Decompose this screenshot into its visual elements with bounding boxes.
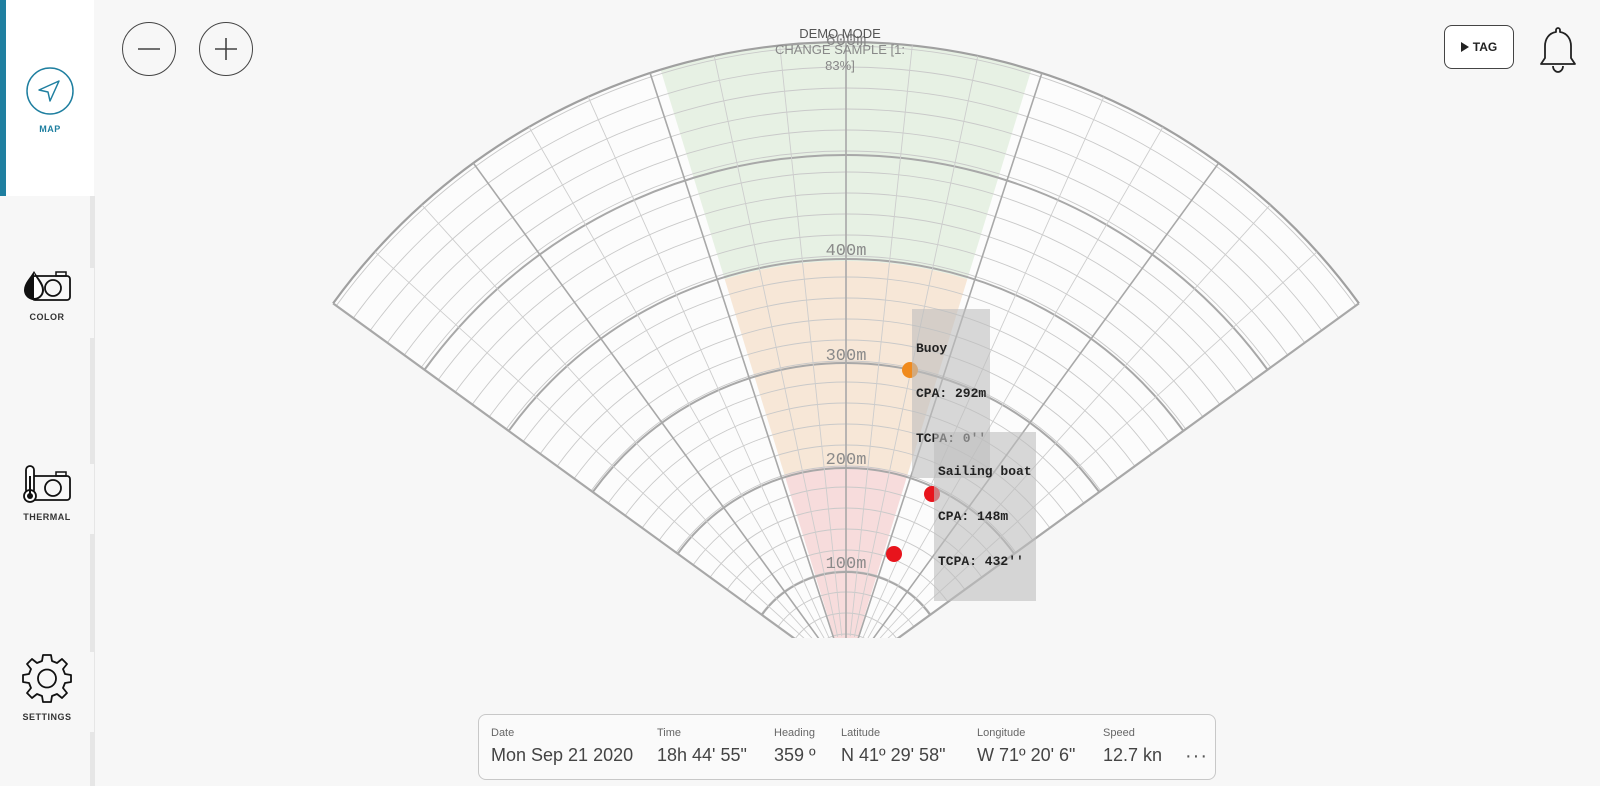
- sidebar-item-settings[interactable]: SETTINGS: [0, 652, 94, 732]
- target-cpa: CPA: 148m: [938, 509, 1009, 524]
- radar-spoke: [867, 126, 1164, 638]
- sidebar: MAP COLOR: [0, 0, 95, 786]
- zoom-in-button[interactable]: [199, 22, 253, 76]
- sidebar-item-color[interactable]: COLOR: [0, 268, 94, 338]
- info-latitude-label: Latitude: [841, 727, 881, 739]
- range-label: 400m: [826, 242, 867, 261]
- info-speed-value: 12.7 kn: [1103, 745, 1163, 765]
- gear-icon: [21, 652, 73, 704]
- target-cpa: CPA: 292m: [916, 386, 987, 401]
- target-label-sailing-boat[interactable]: Sailing boat CPA: 148m TCPA: 432'': [934, 432, 1036, 601]
- sidebar-item-thermal[interactable]: THERMAL: [0, 464, 94, 534]
- info-time-label: Time: [657, 727, 682, 739]
- minus-icon: [138, 48, 160, 50]
- info-latitude-value: N 41º 29' 58": [841, 745, 946, 765]
- tag-button-label: TAG: [1472, 40, 1498, 54]
- target-marker[interactable]: [886, 546, 902, 562]
- demo-mode-indicator[interactable]: DEMO MODE CHANGE SAMPLE [1: 83%]: [760, 26, 920, 74]
- sidebar-item-map[interactable]: MAP: [0, 0, 94, 196]
- demo-mode-title: DEMO MODE: [799, 26, 881, 41]
- info-longitude: Longitude W 71º 20' 6": [977, 727, 1075, 766]
- play-icon: [1460, 42, 1469, 52]
- radar-spoke: [872, 162, 1220, 638]
- zoom-out-button[interactable]: [122, 22, 176, 76]
- tag-button[interactable]: TAG: [1444, 25, 1514, 69]
- radar-spoke: [421, 204, 813, 638]
- sidebar-item-label: COLOR: [29, 312, 65, 322]
- more-options-button[interactable]: ···: [1185, 745, 1208, 767]
- info-date-label: Date: [491, 727, 515, 739]
- color-camera-icon: [20, 268, 74, 304]
- info-heading-value: 359 º: [774, 745, 816, 765]
- range-label: 600m: [826, 32, 867, 51]
- info-latitude: Latitude N 41º 29' 58": [841, 727, 945, 766]
- radar-spoke: [649, 72, 835, 638]
- radar-spoke: [713, 55, 839, 637]
- sidebar-item-label: MAP: [39, 124, 61, 134]
- target-name: Buoy: [916, 341, 948, 356]
- info-heading-label: Heading: [774, 727, 815, 739]
- radar-spoke: [332, 302, 796, 638]
- info-heading: Heading 359 º: [774, 727, 816, 766]
- navigation-arrow-icon: [25, 66, 75, 116]
- radar-spoke: [779, 45, 843, 637]
- info-time: Time 18h 44' 55": [657, 727, 747, 766]
- thermal-camera-icon: [20, 464, 74, 504]
- target-name: Sailing boat: [938, 464, 1032, 479]
- radar-spoke: [472, 162, 820, 638]
- info-speed-label: Speed: [1103, 727, 1135, 739]
- info-date: Date Mon Sep 21 2020: [491, 727, 633, 766]
- radar-spoke: [896, 302, 1360, 638]
- sidebar-item-label: THERMAL: [23, 512, 71, 522]
- info-time-value: 18h 44' 55": [657, 745, 747, 765]
- info-date-value: Mon Sep 21 2020: [491, 745, 634, 765]
- radar-spoke: [849, 45, 913, 637]
- plus-icon: [215, 38, 237, 60]
- radar-ring-minor: [829, 655, 863, 664]
- sidebar-item-label: SETTINGS: [22, 712, 72, 722]
- info-speed: Speed 12.7 kn: [1103, 727, 1162, 766]
- radar-spoke: [374, 251, 805, 638]
- range-label: 100m: [826, 555, 867, 574]
- info-longitude-value: W 71º 20' 6": [977, 745, 1076, 765]
- notifications-bell-icon[interactable]: [1536, 24, 1580, 74]
- range-label: 300m: [826, 347, 867, 366]
- radar-spoke: [528, 126, 825, 638]
- radar-spoke: [587, 96, 830, 638]
- navigation-info-bar: Date Mon Sep 21 2020 Time 18h 44' 55" He…: [478, 714, 1216, 780]
- info-longitude-label: Longitude: [977, 727, 1026, 739]
- range-label: 200m: [826, 451, 867, 470]
- target-tcpa: TCPA: 432'': [938, 554, 1024, 569]
- change-sample-link[interactable]: CHANGE SAMPLE [1: 83%]: [774, 42, 906, 73]
